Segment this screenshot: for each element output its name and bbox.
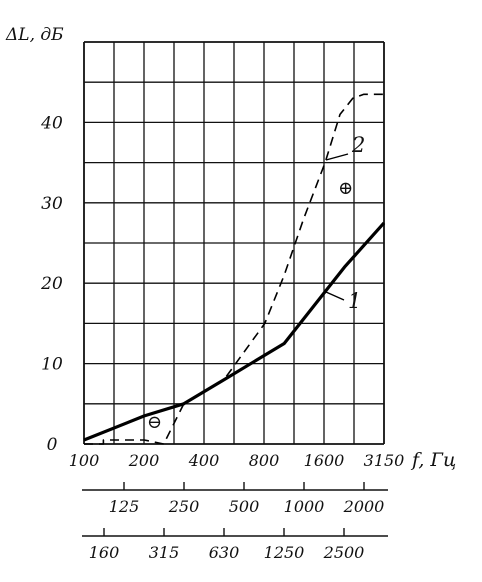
x-tick-label: 800 — [249, 451, 280, 470]
minus-annotation: ⊖ — [147, 412, 162, 433]
x-tick-label-row-2: 2000 — [343, 497, 385, 516]
series-line-2 — [84, 93, 384, 445]
x-tick-label-row-3: 630 — [209, 543, 240, 562]
x-tick-label-row-2: 500 — [229, 497, 260, 516]
y-tick-label: 0 — [47, 435, 58, 455]
x-tick-label: 200 — [128, 451, 160, 470]
x-tick-label-row-2: 250 — [168, 497, 200, 516]
series-line-1 — [83, 221, 386, 442]
grid — [83, 41, 385, 445]
series-label-leader — [325, 291, 345, 301]
axes — [82, 482, 388, 537]
series-label-2: 2 — [351, 133, 365, 157]
y-axis-label: ΔL, дБ — [5, 25, 64, 45]
x-tick-label-row-3: 1250 — [264, 543, 305, 562]
x-tick-label-row-3: 160 — [89, 543, 120, 562]
y-tick-label: 40 — [40, 113, 63, 133]
plus-annotation: ⊕ — [338, 178, 353, 199]
x-tick-label: 1600 — [304, 451, 345, 470]
x-tick-label: 100 — [69, 451, 100, 470]
x-tick-label-row-3: 315 — [149, 543, 180, 562]
x-tick-label: 400 — [188, 451, 220, 470]
series-label-leader — [325, 153, 349, 161]
y-tick-label: 10 — [41, 355, 63, 375]
x-tick-label: 3150 — [364, 451, 405, 470]
x-tick-label-row-3: 2500 — [323, 543, 365, 562]
y-tick-label: 30 — [41, 194, 63, 214]
x-tick-label-row-2: 125 — [109, 497, 140, 516]
x-axis-label: f, Гц — [410, 449, 456, 471]
x-tick-label-row-2: 1000 — [284, 497, 325, 516]
y-tick-label: 20 — [40, 274, 63, 294]
series-label-1: 1 — [348, 289, 361, 313]
series-lines — [83, 93, 386, 445]
